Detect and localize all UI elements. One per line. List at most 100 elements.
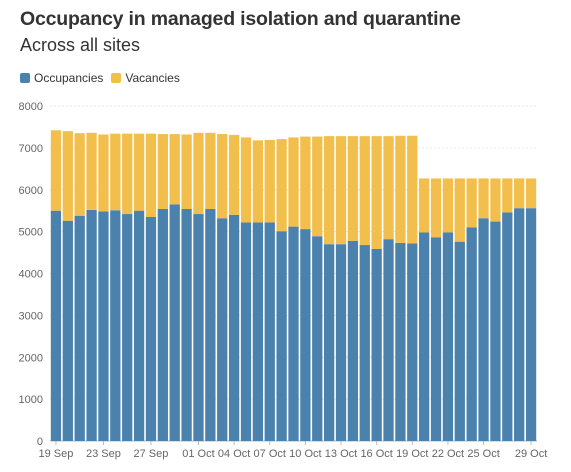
bar-vacancies[interactable]	[312, 136, 323, 237]
bar-vacancies[interactable]	[466, 178, 477, 228]
bar-vacancies[interactable]	[359, 136, 370, 246]
bar-occupancies[interactable]	[514, 208, 525, 441]
bar-vacancies[interactable]	[502, 178, 513, 213]
bar-occupancies[interactable]	[407, 243, 418, 441]
bar-vacancies[interactable]	[205, 132, 216, 210]
bar-vacancies[interactable]	[454, 178, 465, 242]
y-tick-label: 1000	[19, 394, 43, 406]
bar-vacancies[interactable]	[181, 134, 192, 210]
legend: Occupancies Vacancies	[20, 71, 188, 85]
bar-occupancies[interactable]	[74, 215, 85, 441]
bar-occupancies[interactable]	[228, 214, 240, 441]
bar-vacancies[interactable]	[419, 178, 430, 233]
bar-occupancies[interactable]	[193, 214, 204, 441]
bar-vacancies[interactable]	[62, 131, 73, 221]
bar-vacancies[interactable]	[228, 134, 240, 215]
bar-occupancies[interactable]	[145, 216, 157, 441]
bar-occupancies[interactable]	[240, 222, 252, 441]
bar-vacancies[interactable]	[193, 132, 204, 215]
bar-occupancies[interactable]	[454, 241, 465, 441]
bar-occupancies[interactable]	[395, 242, 406, 441]
bar-occupancies[interactable]	[430, 237, 442, 441]
bar-vacancies[interactable]	[122, 133, 133, 215]
x-tick-label: 29 Oct	[515, 448, 547, 460]
bar-vacancies[interactable]	[50, 130, 62, 211]
bars	[50, 130, 537, 441]
bar-vacancies[interactable]	[145, 133, 157, 217]
bar-vacancies[interactable]	[525, 178, 537, 209]
x-tick-label: 25 Oct	[467, 448, 499, 460]
chart-subtitle: Across all sites	[20, 35, 141, 55]
bar-occupancies[interactable]	[466, 227, 477, 441]
bar-vacancies[interactable]	[371, 136, 382, 249]
bar-occupancies[interactable]	[50, 210, 62, 441]
bar-vacancies[interactable]	[98, 134, 109, 212]
x-tick-label: 27 Sep	[134, 448, 169, 460]
bar-occupancies[interactable]	[217, 218, 228, 441]
bar-occupancies[interactable]	[181, 209, 192, 441]
bar-vacancies[interactable]	[383, 136, 394, 240]
bar-vacancies[interactable]	[157, 134, 168, 210]
y-axis: 0 1000 2000 3000 4000 5000 6000 7000 8000	[19, 101, 43, 448]
bar-occupancies[interactable]	[169, 204, 180, 441]
bar-vacancies[interactable]	[264, 139, 275, 223]
bar-vacancies[interactable]	[514, 178, 525, 209]
bar-occupancies[interactable]	[442, 232, 454, 441]
legend-swatch-vacancies	[111, 73, 122, 83]
legend-label-vacancies: Vacancies	[125, 71, 180, 85]
bar-vacancies[interactable]	[478, 178, 489, 219]
bar-occupancies[interactable]	[252, 222, 264, 441]
y-tick-label: 6000	[19, 185, 43, 197]
bar-vacancies[interactable]	[490, 178, 501, 222]
y-tick-label: 7000	[19, 143, 43, 155]
chart-title: Occupancy in managed isolation and quara…	[20, 8, 461, 30]
bar-occupancies[interactable]	[335, 244, 347, 441]
bar-occupancies[interactable]	[383, 239, 394, 441]
bar-occupancies[interactable]	[502, 212, 513, 441]
bar-vacancies[interactable]	[288, 137, 299, 227]
bar-occupancies[interactable]	[525, 208, 537, 441]
bar-vacancies[interactable]	[86, 132, 97, 210]
legend-item-occupancies[interactable]: Occupancies	[20, 71, 103, 85]
bar-vacancies[interactable]	[395, 135, 406, 243]
bar-occupancies[interactable]	[371, 248, 382, 441]
bar-vacancies[interactable]	[442, 178, 454, 233]
bar-vacancies[interactable]	[300, 136, 311, 230]
bar-occupancies[interactable]	[157, 209, 168, 441]
bar-occupancies[interactable]	[62, 220, 73, 441]
bar-occupancies[interactable]	[110, 210, 121, 441]
bar-vacancies[interactable]	[407, 135, 418, 244]
bar-occupancies[interactable]	[205, 209, 216, 441]
bar-vacancies[interactable]	[276, 139, 287, 232]
bar-vacancies[interactable]	[430, 178, 442, 238]
legend-item-vacancies[interactable]: Vacancies	[111, 71, 180, 85]
bar-vacancies[interactable]	[252, 140, 264, 223]
bar-vacancies[interactable]	[110, 133, 121, 211]
bar-occupancies[interactable]	[288, 226, 299, 441]
bar-occupancies[interactable]	[323, 244, 335, 441]
bar-vacancies[interactable]	[217, 134, 228, 219]
bar-occupancies[interactable]	[122, 214, 133, 441]
bar-occupancies[interactable]	[478, 218, 489, 441]
bar-vacancies[interactable]	[133, 133, 145, 211]
bar-occupancies[interactable]	[264, 222, 275, 441]
bar-occupancies[interactable]	[490, 221, 501, 441]
bar-occupancies[interactable]	[300, 229, 311, 441]
bar-occupancies[interactable]	[419, 232, 430, 441]
bar-occupancies[interactable]	[359, 245, 370, 441]
bar-vacancies[interactable]	[169, 134, 180, 205]
bar-occupancies[interactable]	[98, 211, 109, 441]
x-axis: 19 Sep 23 Sep 27 Sep 01 Oct 04 Oct 07 Oct 10 O…	[39, 441, 547, 460]
x-tick-label: 19 Oct	[396, 448, 428, 460]
bar-vacancies[interactable]	[74, 133, 85, 216]
bar-occupancies[interactable]	[276, 231, 287, 441]
bar-vacancies[interactable]	[323, 136, 335, 245]
bar-vacancies[interactable]	[335, 136, 347, 245]
bar-vacancies[interactable]	[347, 136, 359, 241]
bar-occupancies[interactable]	[312, 236, 323, 441]
bar-occupancies[interactable]	[347, 240, 359, 441]
bar-occupancies[interactable]	[86, 209, 97, 441]
bar-occupancies[interactable]	[133, 210, 145, 441]
y-tick-label: 4000	[19, 269, 43, 281]
bar-vacancies[interactable]	[240, 137, 252, 223]
